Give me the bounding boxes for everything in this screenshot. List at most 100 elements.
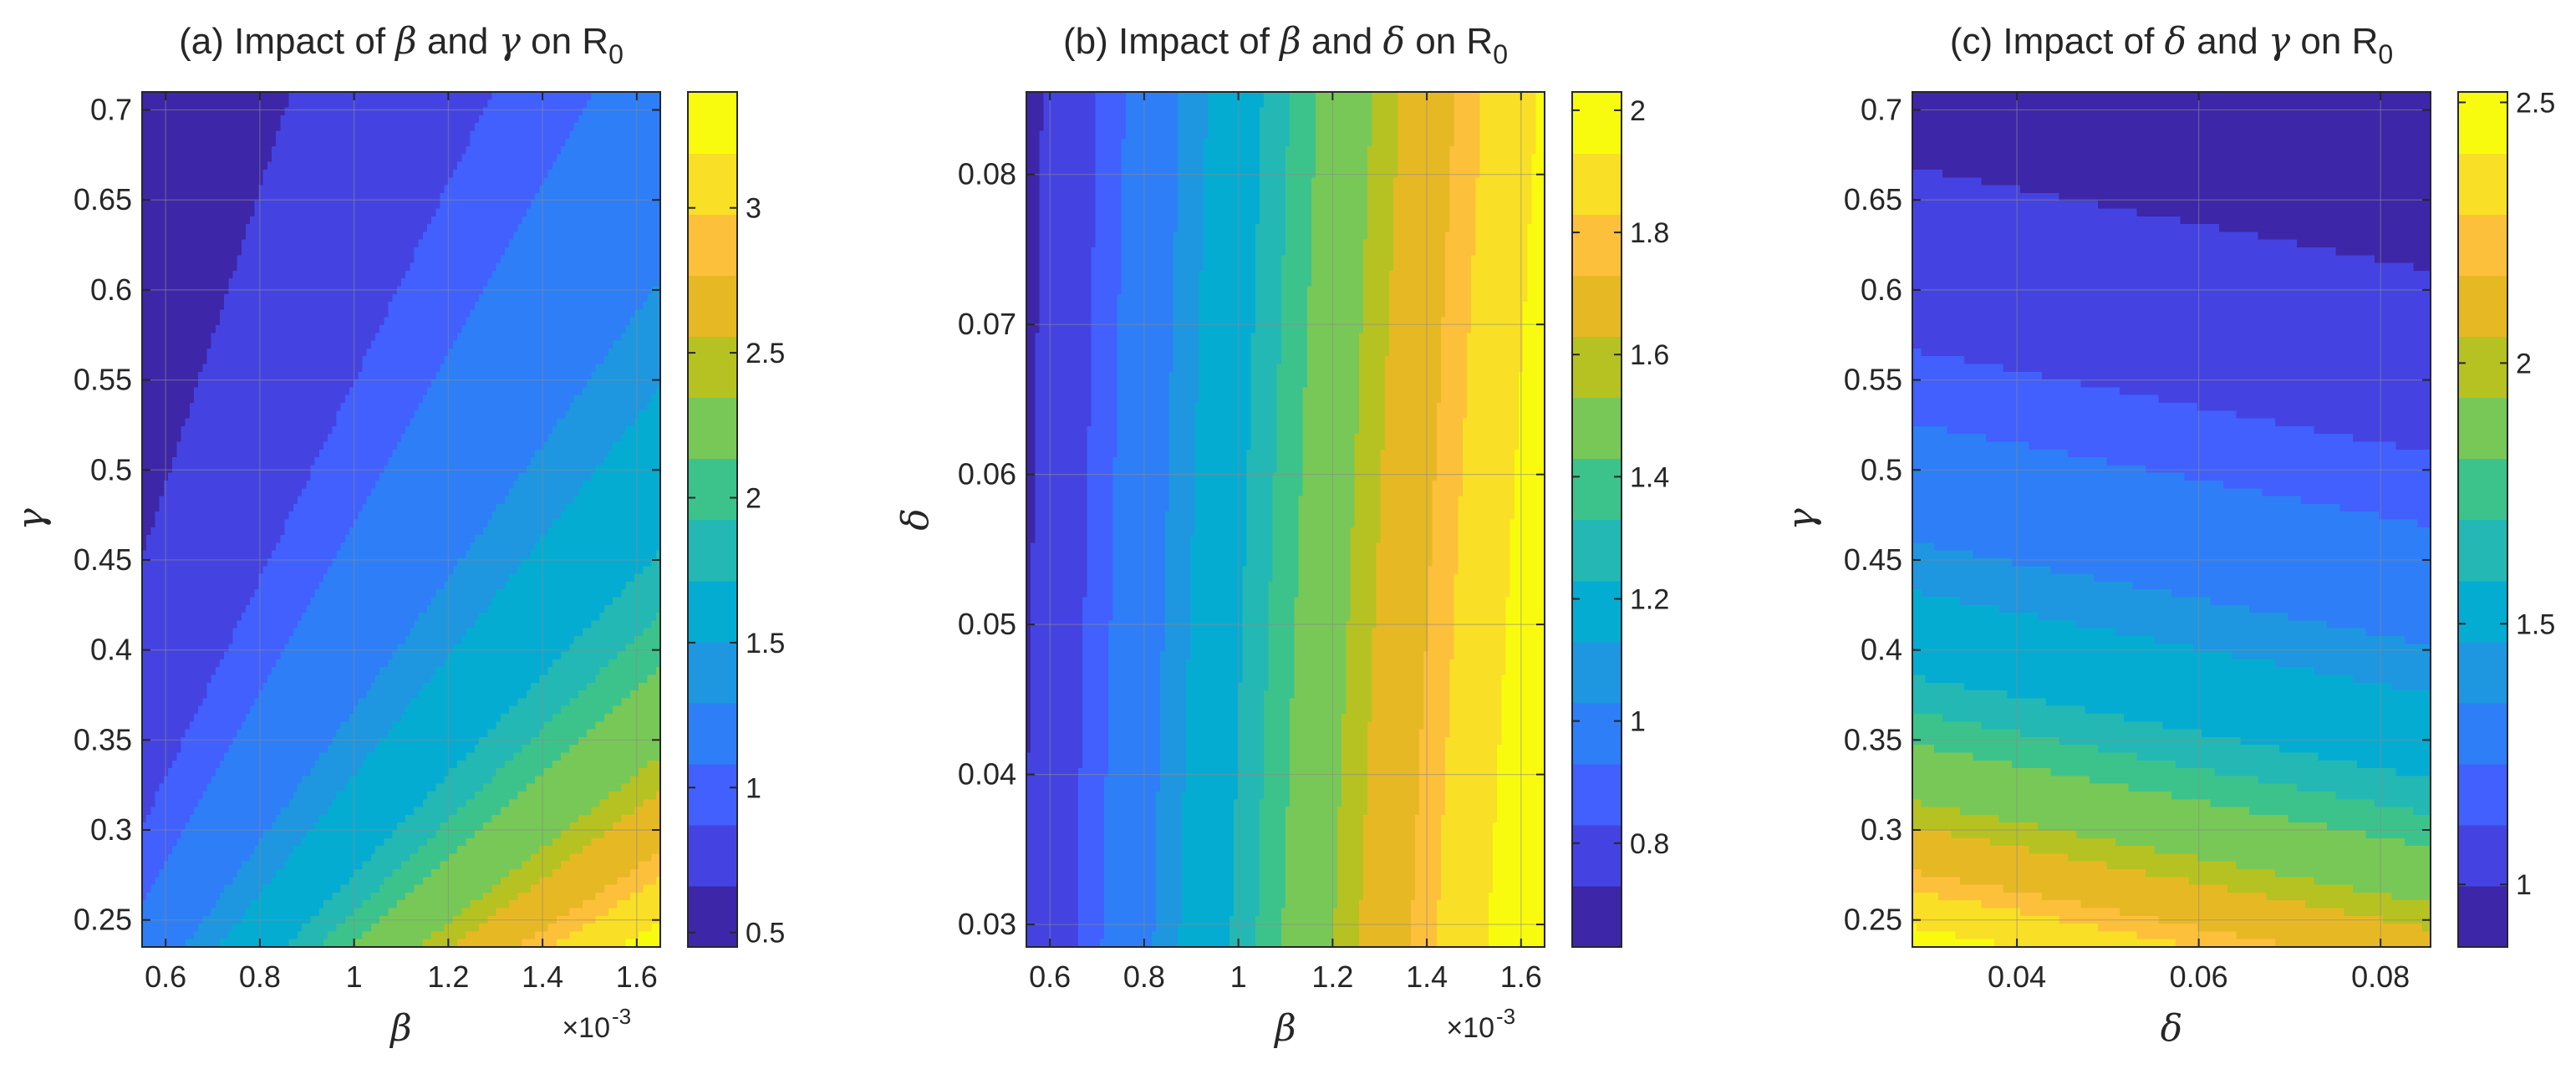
contour-cell (228, 139, 233, 147)
contour-cell (202, 146, 207, 155)
contour-cell (405, 146, 410, 155)
contour-cell (561, 92, 566, 100)
contour-cell (224, 99, 229, 108)
contour-cell (522, 146, 527, 155)
contour-cell (466, 99, 471, 108)
contour-cell (496, 108, 501, 116)
contour-cell (509, 92, 514, 100)
contour-cell (272, 92, 277, 100)
contour-cell (587, 92, 592, 100)
contour-cell (202, 139, 207, 147)
contour-cell (643, 139, 648, 147)
contour-cell (565, 99, 570, 108)
contour-cell (146, 131, 151, 140)
contour-cell (423, 115, 428, 124)
contour-cell (375, 154, 380, 162)
contour-cell (622, 139, 627, 147)
contour-cell (155, 92, 160, 100)
contour-cell (216, 139, 221, 147)
contour-cell (358, 123, 363, 131)
contour-cell (535, 123, 540, 131)
contour-cell (415, 99, 420, 108)
contour-cell (146, 99, 151, 108)
contour-cell (440, 115, 445, 124)
contour-cell (431, 92, 436, 100)
contour-cell (146, 92, 151, 100)
contour-cell (363, 154, 368, 162)
contour-cell (522, 108, 527, 116)
contour-cell (483, 115, 488, 124)
contour-cell (639, 115, 644, 124)
contour-cell (246, 123, 251, 131)
contour-cell (527, 108, 532, 116)
contour-cell (539, 108, 544, 116)
contour-cell (617, 139, 622, 147)
contour-cell (505, 115, 510, 124)
contour-cell (423, 139, 428, 147)
contour-cell (160, 99, 165, 108)
contour-cell (211, 99, 216, 108)
contour-cell (146, 123, 151, 131)
contour-cell (410, 131, 415, 140)
contour-cell (224, 154, 229, 162)
contour-cell (379, 154, 384, 162)
contour-cell (535, 99, 540, 108)
contour-cell (389, 154, 394, 162)
contour-cell (648, 99, 653, 108)
contour-cell (363, 92, 368, 100)
contour-cell (371, 131, 376, 140)
contour-cell (267, 146, 272, 155)
contour-cell (479, 92, 484, 100)
contour-cell (267, 154, 272, 162)
contour-cell (397, 99, 402, 108)
contour-cell (371, 92, 376, 100)
contour-cell (501, 131, 506, 140)
contour-cell (531, 146, 536, 155)
contour-cell (211, 154, 216, 162)
contour-cell (267, 115, 272, 124)
contour-cell (224, 92, 229, 100)
contour-cell (150, 139, 155, 147)
contour-cell (345, 108, 350, 116)
contour-cell (168, 154, 173, 162)
contour-cell (289, 115, 294, 124)
contour-cell (211, 108, 216, 116)
contour-cell (345, 115, 350, 124)
contour-cell (375, 131, 380, 140)
contour-cell (367, 139, 372, 147)
contour-cell (435, 99, 440, 108)
contour-cell (302, 108, 307, 116)
contour-cell (194, 131, 199, 140)
contour-cell (552, 108, 557, 116)
contour-cell (509, 108, 514, 116)
contour-cell (587, 131, 592, 140)
contour-cell (561, 99, 566, 108)
contour-cell (604, 99, 609, 108)
contour-cell (505, 146, 510, 155)
contour-cell (393, 131, 398, 140)
contour-cell (648, 123, 653, 131)
contour-cell (518, 123, 523, 131)
contour-cell (557, 115, 562, 124)
contour-cell (224, 123, 229, 131)
contour-cell (237, 123, 242, 131)
contour-cell (263, 154, 268, 162)
contour-cell (150, 146, 155, 155)
contour-cell (652, 131, 657, 140)
contour-cell (397, 92, 402, 100)
contour-cell (449, 123, 454, 131)
contour-cell (172, 99, 177, 108)
contour-cell (652, 115, 657, 124)
contour-cell (531, 139, 536, 147)
contour-cell (246, 131, 251, 140)
contour-cell (367, 115, 372, 124)
contour-cell (578, 92, 583, 100)
contour-cell (349, 123, 354, 131)
contour-cell (405, 108, 410, 116)
contour-cell (415, 146, 420, 155)
contour-cell (639, 123, 644, 131)
contour-cell (453, 99, 458, 108)
contour-cell (401, 99, 406, 108)
contour-cell (509, 115, 514, 124)
contour-cell (626, 115, 631, 124)
